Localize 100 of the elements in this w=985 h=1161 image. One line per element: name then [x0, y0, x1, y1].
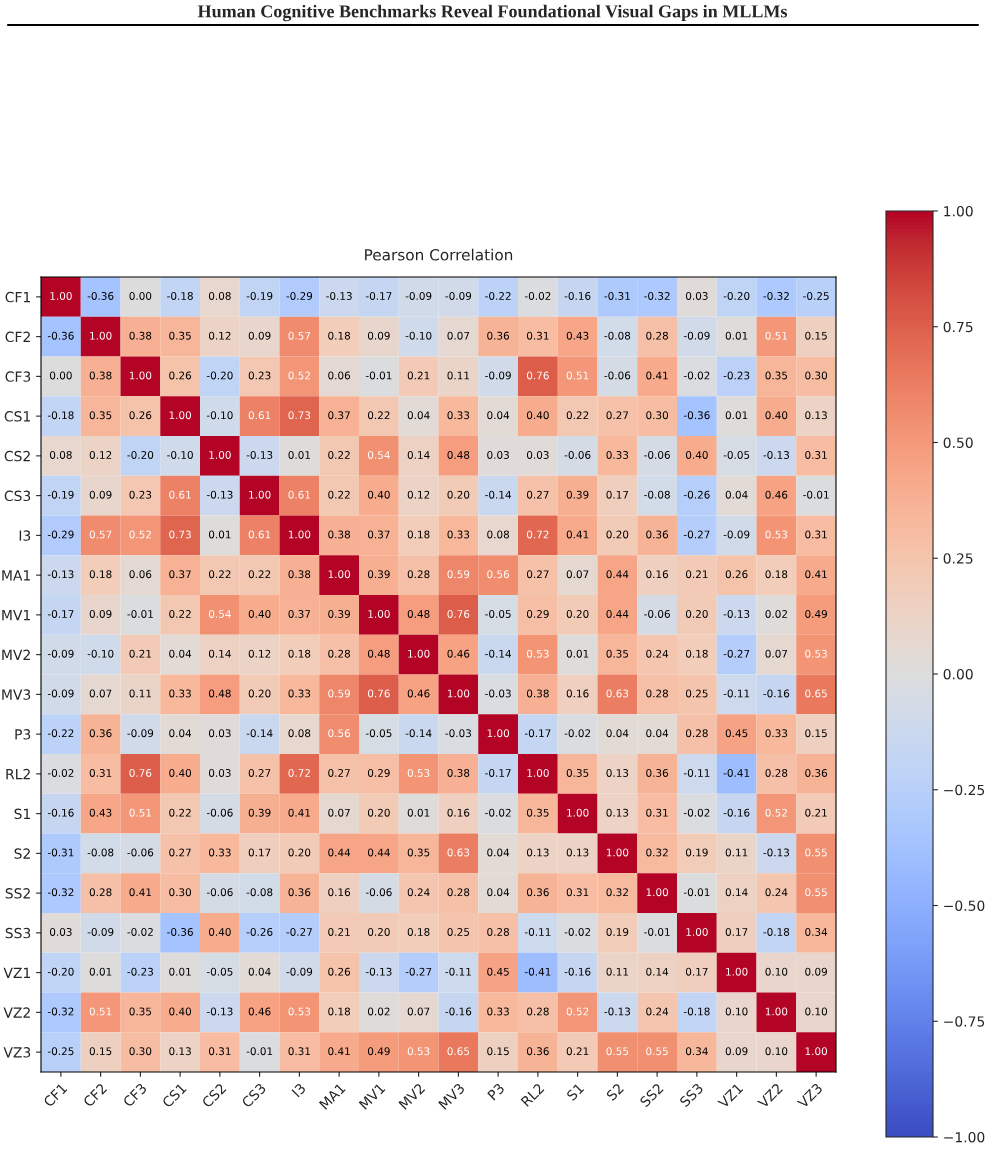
- data-label: -0.25: [803, 292, 829, 300]
- data-label: 0.21: [328, 928, 350, 936]
- data-label: 0.23: [248, 371, 271, 380]
- data-label: 0.33: [208, 848, 231, 857]
- data-label: 0.13: [566, 848, 589, 857]
- data-label: 0.28: [89, 888, 112, 897]
- data-label: 0.31: [805, 451, 827, 459]
- data-label: 0.01: [725, 411, 748, 420]
- data-label: 0.37: [169, 570, 191, 579]
- data-label: 0.32: [606, 888, 628, 897]
- data-label: 0.36: [288, 888, 311, 897]
- data-label: 0.37: [328, 411, 350, 420]
- data-label: 0.12: [89, 451, 112, 459]
- data-label: 0.40: [367, 490, 390, 499]
- y-tick-label: CS3: [4, 490, 31, 502]
- data-label: -0.26: [246, 928, 273, 936]
- data-label: 0.40: [765, 411, 788, 420]
- data-label: 0.33: [447, 411, 470, 420]
- data-label: -0.27: [405, 967, 432, 976]
- data-label: 0.37: [288, 610, 311, 618]
- data-label: -0.13: [47, 570, 74, 579]
- x-tick-label: VZ2: [756, 1082, 783, 1109]
- data-label: -0.16: [763, 689, 790, 698]
- data-label: 0.37: [367, 530, 390, 539]
- data-label: 0.73: [169, 530, 191, 539]
- data-label: 0.18: [407, 928, 430, 936]
- data-label: 0.17: [685, 967, 708, 976]
- data-label: 0.28: [526, 1007, 549, 1016]
- data-label: 0.20: [447, 490, 470, 499]
- data-label: 0.18: [407, 530, 430, 539]
- data-label: 1.00: [129, 371, 152, 380]
- data-label: 0.10: [765, 967, 788, 976]
- data-label: 0.61: [288, 490, 311, 499]
- data-label: 0.55: [646, 1047, 668, 1056]
- data-label: 0.28: [407, 570, 430, 579]
- data-label: 0.26: [129, 411, 152, 420]
- data-label: -0.06: [564, 451, 591, 459]
- data-label: 0.12: [248, 649, 271, 658]
- data-label: 1.00: [726, 967, 748, 976]
- data-label: 0.34: [685, 1047, 708, 1056]
- data-label: -0.19: [47, 490, 74, 499]
- data-label: 0.02: [765, 610, 787, 618]
- data-label: -0.22: [47, 729, 74, 738]
- data-label: 0.51: [566, 371, 589, 380]
- data-label: 0.15: [89, 1047, 112, 1056]
- color-bar-label: −0.75: [944, 1016, 985, 1027]
- data-label: 0.20: [288, 848, 311, 857]
- data-label: -0.08: [87, 848, 114, 857]
- data-label: 0.17: [248, 848, 271, 857]
- data-label: 0.15: [805, 331, 827, 340]
- data-label: 0.35: [407, 848, 430, 857]
- data-label: 0.72: [526, 530, 549, 539]
- data-label: -0.06: [127, 848, 154, 857]
- data-label: 0.04: [646, 729, 669, 738]
- data-label: 0.57: [288, 331, 311, 340]
- y-tick-label: SS3: [5, 927, 31, 939]
- x-tick-label: I3: [291, 1082, 307, 1098]
- data-label: -0.05: [365, 729, 392, 738]
- data-label: 1.00: [567, 808, 589, 817]
- data-label: 0.51: [765, 331, 788, 340]
- data-label: 0.25: [447, 928, 470, 936]
- data-label: 0.33: [487, 1007, 509, 1016]
- data-label: 0.38: [328, 530, 351, 539]
- data-label: -0.22: [485, 292, 511, 300]
- data-label: -0.18: [763, 928, 790, 936]
- data-label: 0.26: [725, 570, 748, 579]
- data-label: 0.11: [129, 689, 152, 698]
- y-tick-label: VZ1: [3, 967, 30, 978]
- data-label: -0.32: [763, 292, 789, 300]
- data-label: -0.06: [365, 888, 392, 897]
- data-label: 0.49: [367, 1047, 390, 1056]
- data-label: -0.10: [87, 649, 114, 658]
- data-label: 1.00: [527, 769, 549, 777]
- data-label: -0.17: [47, 610, 74, 618]
- data-label: 0.28: [447, 888, 470, 897]
- data-label: 0.09: [89, 490, 112, 499]
- data-label: 1.00: [447, 689, 470, 698]
- data-label: -0.10: [405, 331, 432, 340]
- data-label: 1.00: [288, 530, 311, 539]
- data-label: -0.27: [683, 530, 710, 539]
- data-label: -0.11: [524, 928, 551, 936]
- data-label: 0.00: [49, 371, 72, 380]
- data-label: 1.00: [50, 292, 72, 300]
- data-label: 1.00: [368, 610, 390, 618]
- x-tick-label: CS2: [201, 1082, 227, 1109]
- data-label: -0.08: [644, 490, 670, 499]
- data-label: 0.51: [89, 1007, 112, 1016]
- data-label: 0.20: [685, 610, 708, 618]
- data-label: 0.11: [606, 967, 629, 976]
- data-label: 0.29: [526, 610, 549, 618]
- data-label: 0.29: [367, 769, 390, 777]
- y-tick-label: VZ3: [3, 1047, 31, 1058]
- data-label: 0.01: [208, 530, 231, 539]
- color-bar-label: −0.50: [944, 900, 985, 911]
- y-tick-label: CF3: [5, 371, 31, 382]
- data-label: 0.20: [248, 689, 271, 698]
- y-tick-label: P3: [15, 729, 31, 740]
- data-label: 0.04: [487, 848, 510, 857]
- data-label: 0.56: [328, 729, 351, 738]
- data-label: 0.04: [169, 649, 192, 658]
